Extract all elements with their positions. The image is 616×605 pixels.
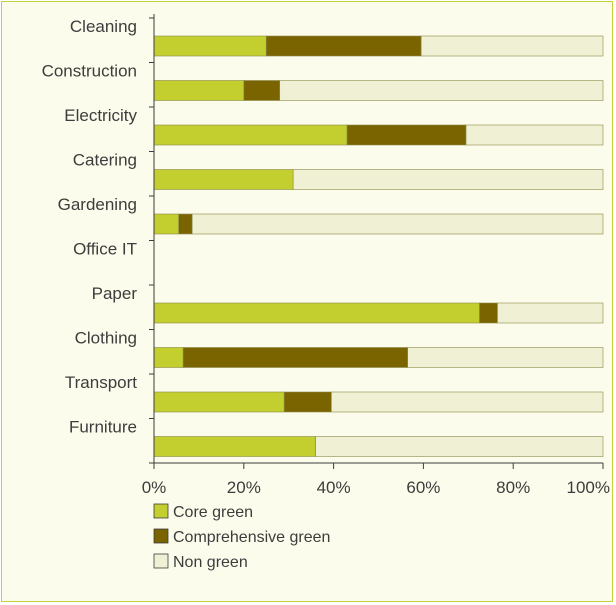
bar-segment-furniture-2 — [315, 436, 604, 457]
legend-label: Core green — [173, 504, 253, 521]
bar-segment-gardening-1 — [178, 213, 193, 235]
x-tick-label: 40% — [317, 478, 351, 497]
bar-segment-construction-2 — [279, 80, 604, 101]
category-label: Office IT — [73, 240, 137, 259]
category-label: Gardening — [58, 195, 137, 214]
legend-swatch — [153, 503, 169, 519]
bar-segment-electricity-1 — [346, 124, 467, 146]
category-label: Furniture — [69, 418, 137, 437]
bar-segment-transport-0 — [153, 391, 285, 413]
bar-segment-clothing-1 — [182, 347, 408, 368]
bar-segment-construction-0 — [153, 80, 245, 101]
category-label: Electricity — [64, 106, 137, 125]
x-tick-label: 0% — [142, 478, 167, 497]
legend-label: Comprehensive green — [173, 529, 330, 546]
bar-segment-construction-1 — [243, 80, 281, 101]
x-tick-label: 80% — [496, 478, 530, 497]
bar-segment-cleaning-0 — [153, 35, 267, 57]
bar-segment-paper-1 — [479, 302, 498, 324]
category-label: Clothing — [75, 329, 137, 348]
bar-segment-cleaning-1 — [265, 35, 422, 57]
bar-segment-transport-1 — [283, 391, 332, 413]
bar-segment-transport-2 — [331, 391, 604, 413]
category-label: Catering — [73, 151, 137, 170]
bar-segment-cleaning-2 — [420, 35, 604, 57]
legend-swatch — [153, 528, 169, 544]
bar-segment-paper-2 — [497, 302, 604, 324]
bar-segment-catering-2 — [292, 169, 604, 190]
bar-segment-electricity-0 — [153, 124, 348, 146]
bar-segment-clothing-0 — [153, 347, 184, 368]
x-tick-label: 20% — [227, 478, 261, 497]
category-label: Cleaning — [70, 17, 137, 36]
x-tick-label: 60% — [406, 478, 440, 497]
bar-segment-clothing-2 — [407, 347, 604, 368]
bar-segment-gardening-0 — [153, 213, 179, 235]
x-tick-label: 100% — [567, 478, 610, 497]
bar-segment-furniture-0 — [153, 436, 316, 457]
category-label: Paper — [92, 284, 138, 303]
category-label: Transport — [65, 373, 137, 392]
bar-segment-electricity-2 — [465, 124, 604, 146]
bar-segment-paper-0 — [153, 302, 480, 324]
legend-label: Non green — [173, 554, 248, 571]
bar-segment-gardening-2 — [191, 213, 604, 235]
category-label: Construction — [42, 62, 137, 81]
legend-swatch — [153, 553, 169, 569]
bar-segment-catering-0 — [153, 169, 294, 190]
